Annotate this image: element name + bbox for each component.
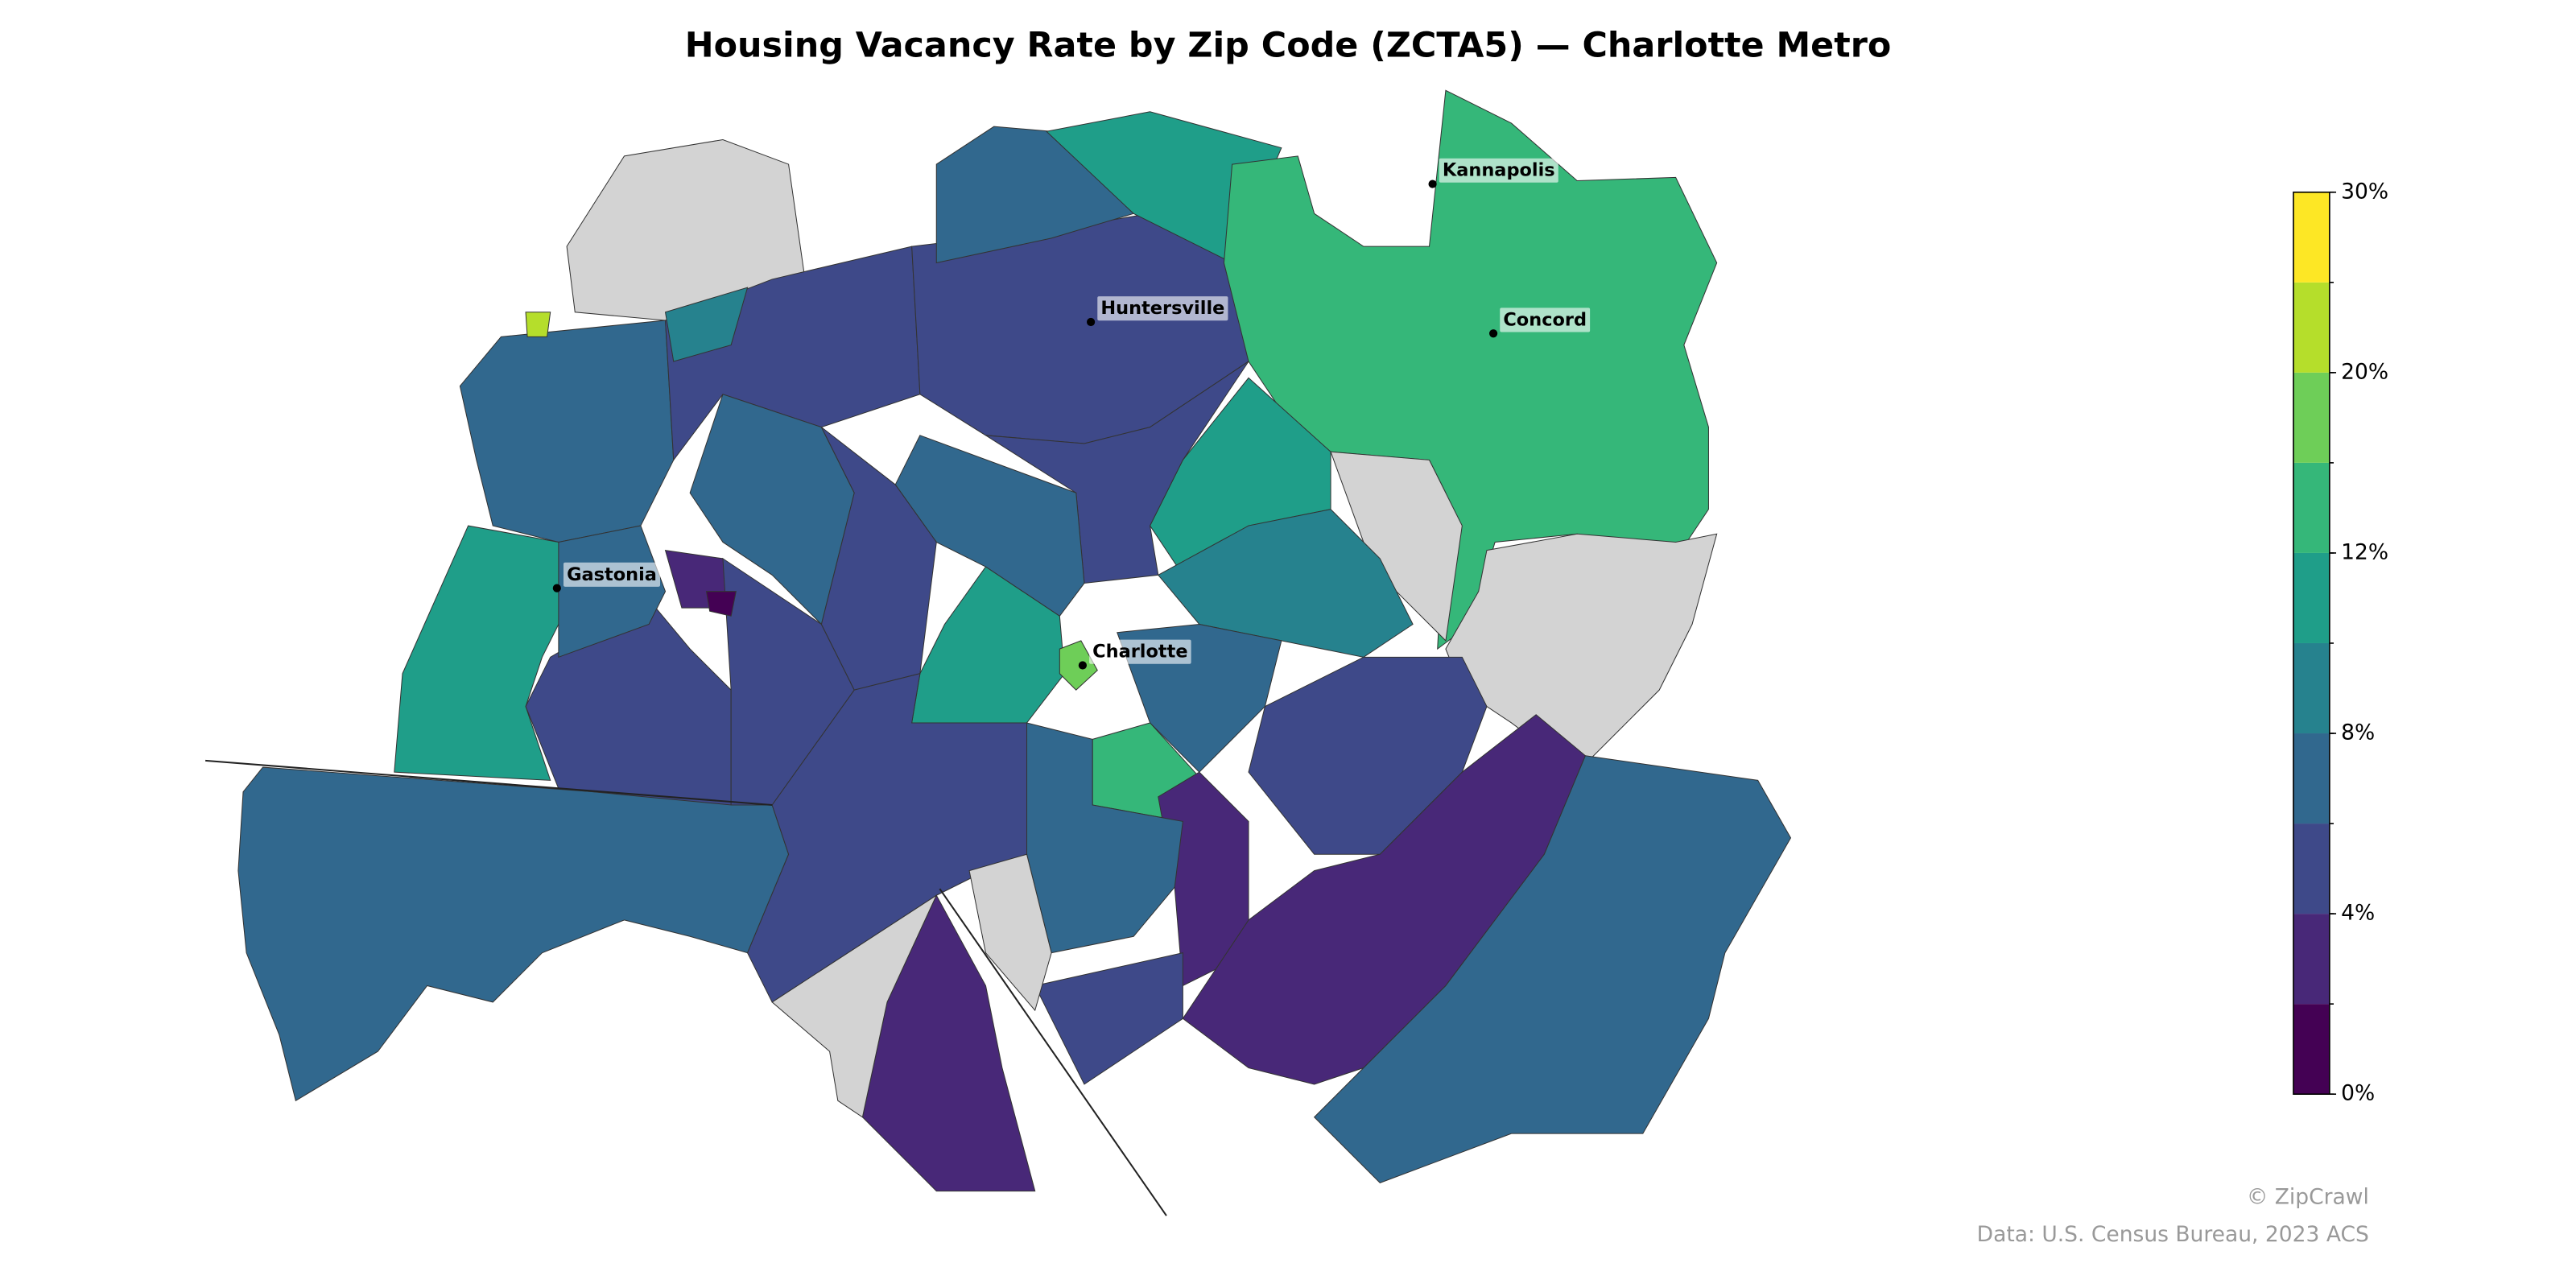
no-data-region: [771, 894, 938, 1118]
places: Kannapolis Huntersville Concord Gastonia Cha…: [552, 158, 1591, 670]
zip-region: [525, 312, 551, 337]
place-label-box: [1439, 158, 1558, 183]
place-label-box: [1097, 296, 1228, 321]
place-marker: [552, 584, 561, 592]
colorbar-tick-label: 8%: [2341, 720, 2375, 745]
zip-region: [1034, 952, 1183, 1085]
zip-region: [394, 525, 568, 781]
zip-region: [558, 525, 667, 658]
place-label-box: [1089, 639, 1191, 664]
colorbar-tick-label: 20%: [2341, 359, 2388, 384]
place-marker: [1428, 180, 1437, 188]
place-label: Huntersville: [1100, 298, 1224, 319]
colorbar-tick-label: 4%: [2341, 901, 2375, 926]
map-title: Housing Vacancy Rate by Zip Code (ZCTA5)…: [685, 26, 1892, 66]
colorbar-tick-label: 0%: [2341, 1081, 2375, 1106]
place-label: Gastonia: [567, 564, 657, 585]
colorbar-bin: [2293, 462, 2330, 553]
place-marker: [1087, 317, 1096, 327]
zip-region: [664, 287, 749, 362]
no-data-region: [968, 853, 1052, 1012]
colorbar-tick-label: 12%: [2341, 539, 2388, 564]
zip-region: [459, 320, 675, 543]
colorbar-bin: [2293, 914, 2330, 1005]
credit: © ZipCrawl: [2247, 1184, 2369, 1209]
colorbar-bin: [2293, 552, 2330, 643]
source-note: Data: U.S. Census Bureau, 2023 ACS: [1977, 1222, 2369, 1247]
colorbar-tick-label: 30%: [2341, 179, 2388, 204]
zip-region: [237, 766, 790, 1102]
place-label-box: [564, 562, 661, 587]
regions: [237, 89, 1792, 1192]
zip-region: [705, 591, 737, 617]
colorbar-bin: [2293, 372, 2330, 463]
place-marker: [1078, 661, 1087, 670]
place-marker: [1489, 329, 1498, 338]
zip-region: [1313, 755, 1792, 1183]
colorbar-bin: [2293, 192, 2330, 283]
colorbar-bin: [2293, 824, 2330, 914]
place-label: Charlotte: [1092, 642, 1187, 663]
place-label: Concord: [1503, 309, 1587, 330]
county-boundary: [939, 888, 1167, 1216]
colorbar: 0% 4% 8% 12% 20% 30%: [2293, 179, 2388, 1106]
colorbar-bin: [2293, 1004, 2330, 1095]
colorbar-bin: [2293, 642, 2330, 734]
place-label: Kannapolis: [1443, 160, 1555, 181]
colorbar-bin: [2293, 733, 2330, 824]
no-data-region: [1445, 533, 1718, 773]
place-label-box: [1500, 308, 1591, 332]
county-boundary: [205, 759, 773, 807]
colorbar-bin: [2293, 282, 2330, 373]
